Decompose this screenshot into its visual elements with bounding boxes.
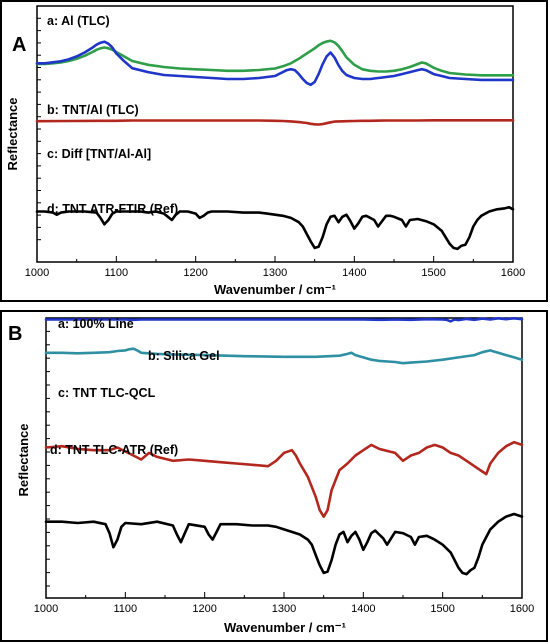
panel-a-letter: A	[12, 34, 26, 56]
x-tick-label: 1100	[114, 603, 138, 615]
panel-a-label-c: c: Diff [TNT/Al-Al]	[47, 147, 151, 161]
panel-a-y-ticks	[37, 17, 41, 241]
panel-b-plot-area	[45, 317, 523, 599]
panel-a-frame	[0, 0, 548, 302]
x-tick-label: 1000	[34, 603, 58, 615]
panel-a-x-axis: 1000 1100 1200 1300 1400 1500 1600	[25, 256, 525, 279]
panel-b-x-axis: 1000 1100 1200 1300 1400 1500 1600	[34, 592, 534, 615]
series-a-line	[44, 316, 524, 323]
panel-b-label-c: c: TNT TLC-QCL	[58, 386, 156, 400]
series-b-line	[35, 40, 515, 87]
panel-a-xlabel: Wavenumber / cm⁻¹	[214, 282, 336, 297]
series-a-line	[35, 39, 515, 77]
x-tick-label: 1400	[342, 267, 366, 279]
panel-a-label-b: b: TNT/Al (TLC)	[47, 103, 139, 117]
panel-b-y-ticks	[46, 330, 50, 587]
panel-b: B 1000 1100 1200 1300 1400 1500 1600 Reflectan…	[0, 310, 548, 642]
series-c-line	[35, 119, 515, 126]
panel-b-label-b: b: Silica Gel	[148, 349, 220, 363]
panel-a-label-a: a: Al (TLC)	[47, 14, 110, 28]
panel-b-xlabel: Wavenumber / cm⁻¹	[224, 620, 346, 635]
panel-b-label-d: d: TNT TLC-ATR (Ref)	[50, 443, 178, 457]
series-b-line	[44, 347, 524, 365]
panel-b-ylabel: Reflectance	[16, 424, 31, 497]
x-tick-label: 1400	[351, 603, 375, 615]
panel-a-label-d: d: TNT ATR-FTIR (Ref)	[47, 202, 178, 216]
x-tick-label: 1100	[105, 267, 129, 279]
panel-b-letter: B	[8, 323, 22, 345]
panel-a-series	[35, 39, 515, 251]
x-tick-label: 1000	[25, 267, 49, 279]
panel-b-frame	[0, 310, 548, 642]
x-tick-label: 1500	[430, 603, 454, 615]
x-tick-label: 1300	[263, 267, 287, 279]
x-tick-label: 1600	[510, 603, 534, 615]
x-tick-label: 1300	[272, 603, 296, 615]
x-tick-label: 1200	[183, 267, 207, 279]
panel-a-ylabel: Reflectance	[5, 98, 20, 171]
x-tick-label: 1200	[192, 603, 216, 615]
series-d-line	[44, 512, 524, 576]
panel-a: A 1000 1100 1200 1300 1400 1500 1600 Reflectan…	[0, 0, 548, 302]
series-d-line	[35, 205, 515, 251]
x-tick-label: 1500	[421, 267, 445, 279]
panel-b-series	[44, 316, 524, 576]
series-c-line	[44, 440, 524, 519]
panel-b-label-a: a: 100% Line	[58, 317, 134, 331]
x-tick-label: 1600	[501, 267, 525, 279]
